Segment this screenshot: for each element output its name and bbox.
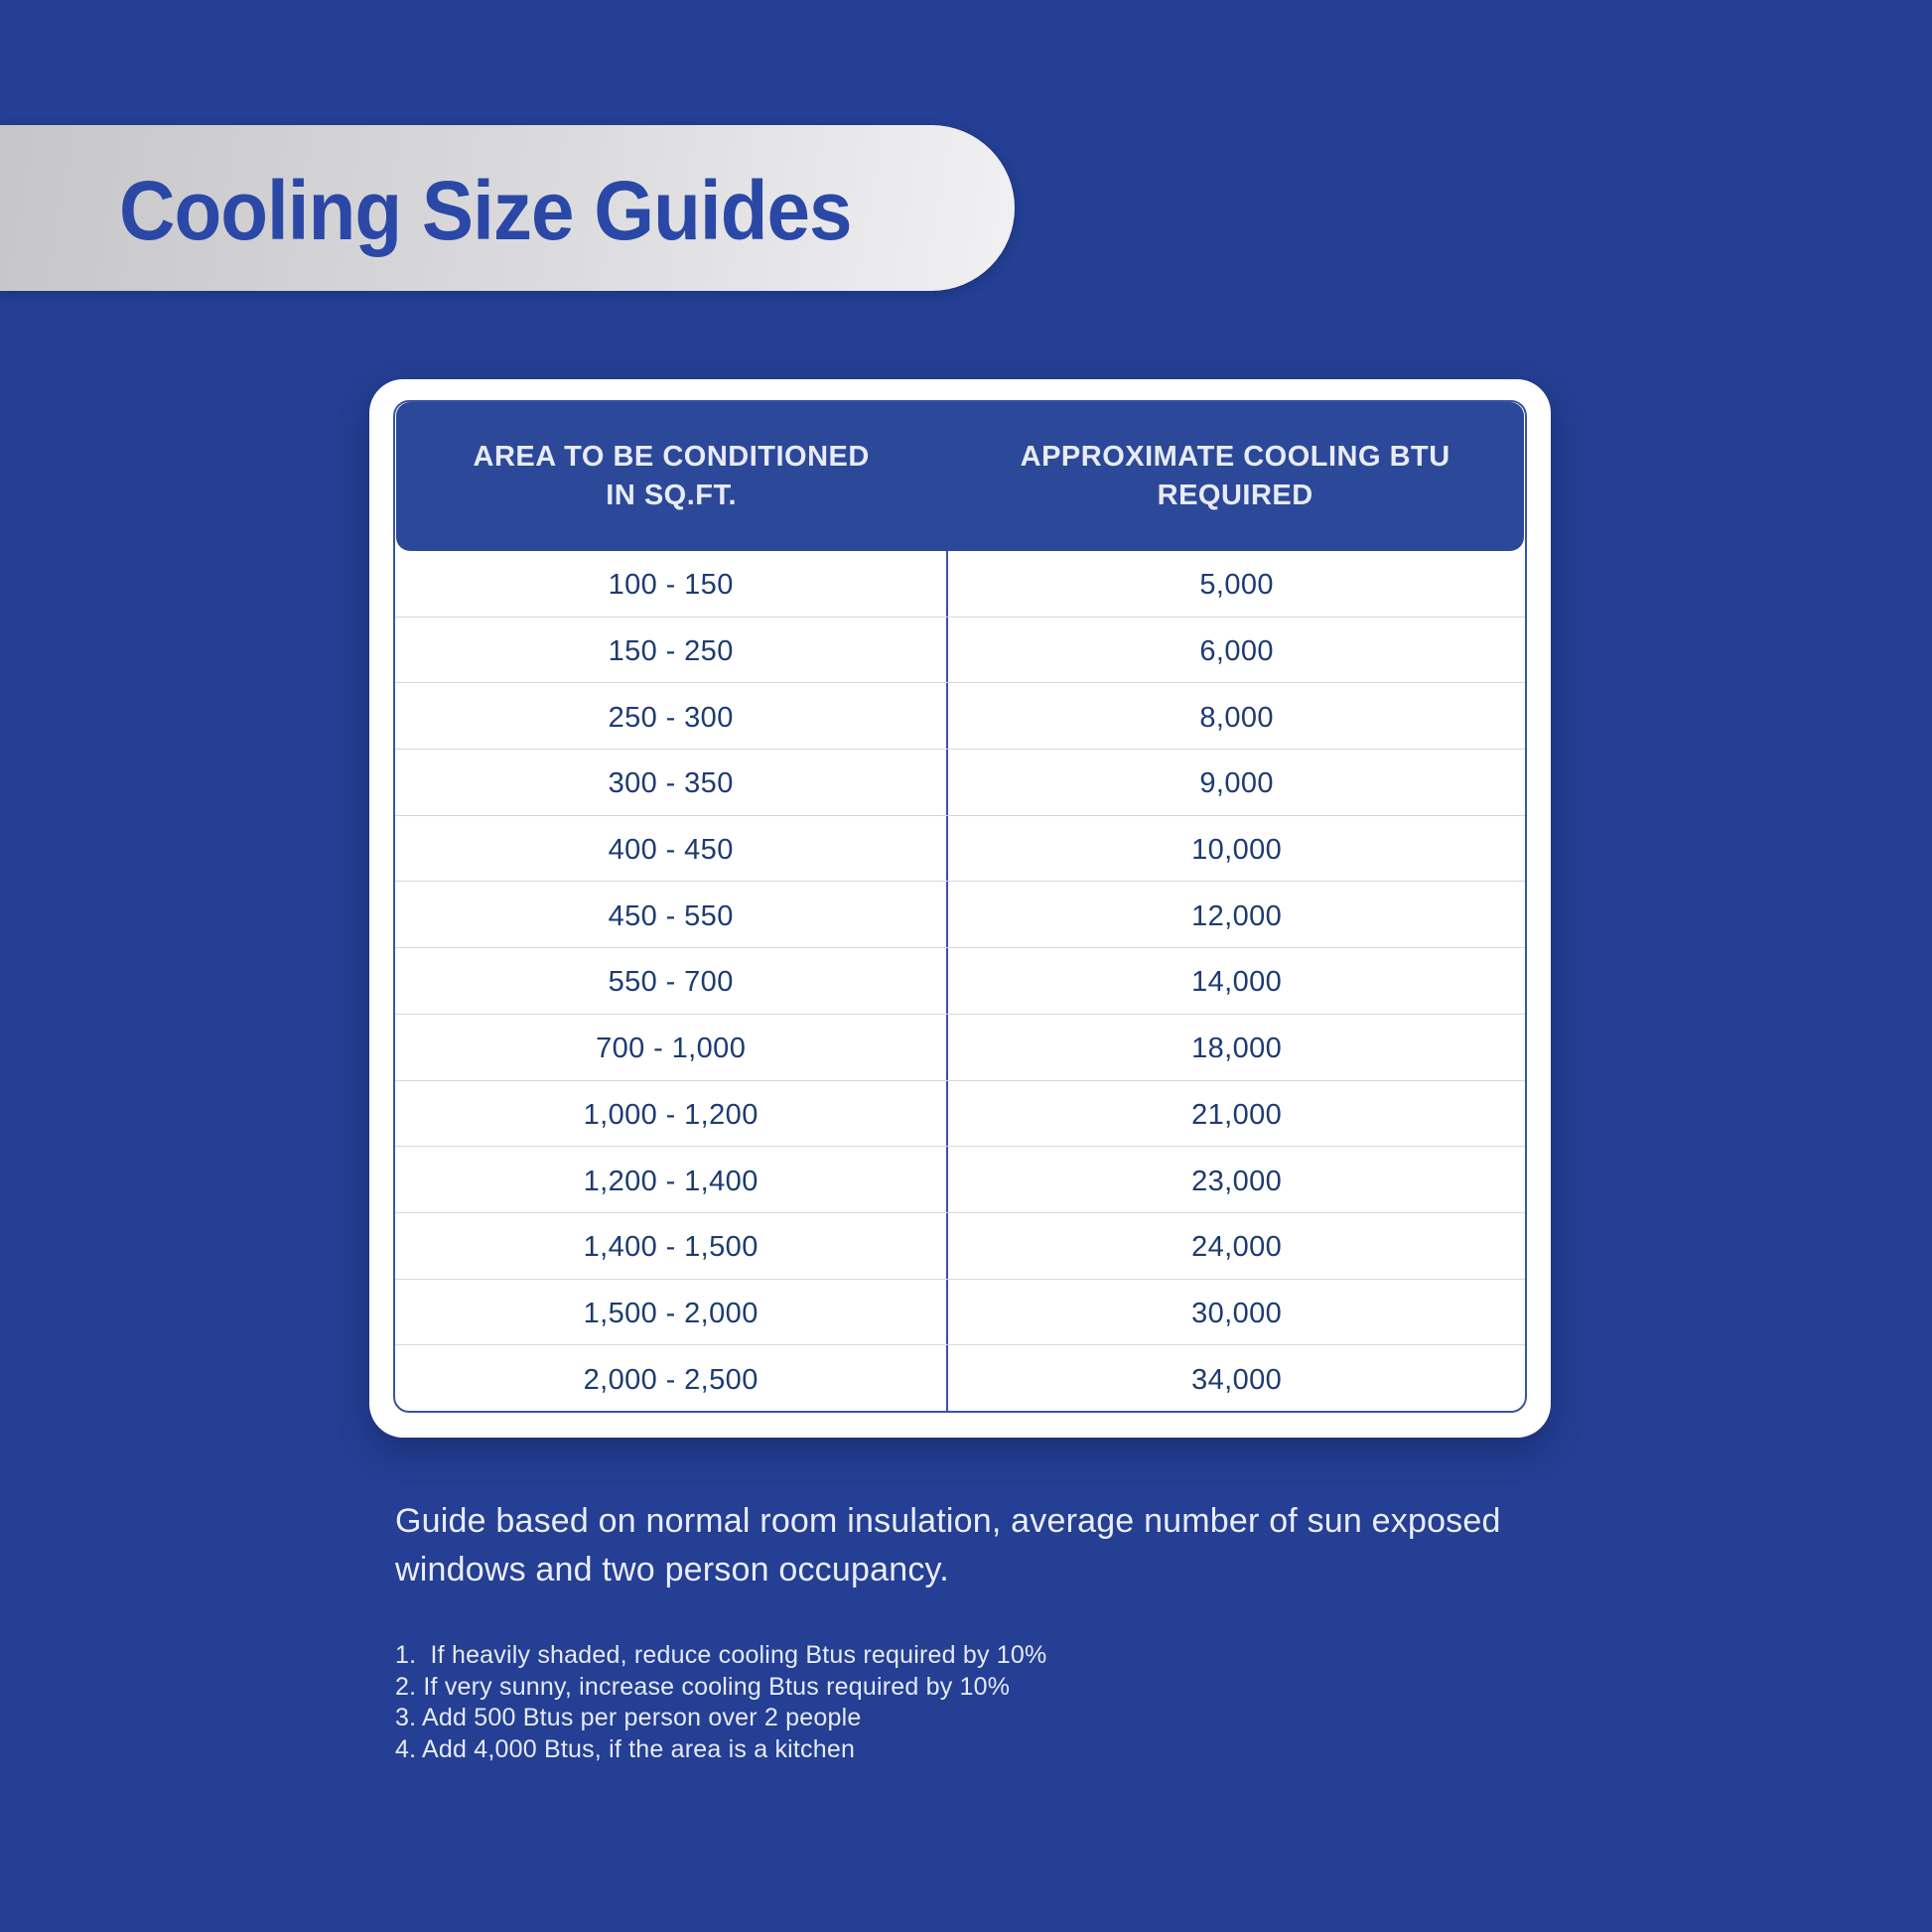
btu-cell: 9,000 <box>946 750 1525 815</box>
btu-cell: 14,000 <box>946 948 1525 1014</box>
header-line: APPROXIMATE COOLING BTU <box>1020 441 1450 473</box>
btu-cell: 30,000 <box>946 1279 1525 1345</box>
area-cell: 1,000 - 1,200 <box>583 1098 759 1131</box>
area-cell: 1,400 - 1,500 <box>583 1231 759 1264</box>
area-cell: 400 - 450 <box>608 834 734 867</box>
btu-cell: 10,000 <box>946 815 1525 882</box>
table-row: 100 - 150 5,000 <box>395 551 1525 617</box>
area-cell: 550 - 700 <box>608 966 734 999</box>
btu-cell: 12,000 <box>946 882 1525 948</box>
table-body: 100 - 150 5,000 150 - 250 6,000 250 - 30… <box>395 551 1525 1411</box>
header-line: REQUIRED <box>1157 480 1313 511</box>
note-item: 3. Add 500 Btus per person over 2 people <box>395 1704 862 1732</box>
table-row: 400 - 450 10,000 <box>395 814 1525 882</box>
btu-cell: 23,000 <box>946 1147 1525 1212</box>
table-card: AREA TO BE CONDITIONED IN SQ.FT. APPROXI… <box>369 379 1551 1438</box>
btu-cell: 8,000 <box>946 683 1525 750</box>
table-row: 1,000 - 1,200 21,000 <box>395 1079 1525 1147</box>
note-paragraph: Guide based on normal room insulation, a… <box>395 1502 1501 1588</box>
table-row: 700 - 1,000 18,000 <box>395 1013 1525 1080</box>
table-header: AREA TO BE CONDITIONED IN SQ.FT. APPROXI… <box>396 402 1524 551</box>
note-item: 2. If very sunny, increase cooling Btus … <box>395 1672 1011 1701</box>
table-row: 550 - 700 14,000 <box>395 947 1525 1014</box>
area-cell: 150 - 250 <box>608 635 734 668</box>
header-line: IN SQ.FT. <box>606 480 738 511</box>
btu-cell: 18,000 <box>946 1014 1525 1080</box>
table-row: 2,000 - 2,500 34,000 <box>395 1344 1525 1411</box>
title-banner: Cooling Size Guides <box>0 125 1015 291</box>
btu-cell: 24,000 <box>946 1212 1525 1279</box>
btu-cell: 5,000 <box>946 551 1525 617</box>
table-row: 1,200 - 1,400 23,000 <box>395 1146 1525 1212</box>
btu-cell: 21,000 <box>946 1080 1525 1147</box>
area-cell: 1,500 - 2,000 <box>583 1297 759 1329</box>
note-item: 1. If heavily shaded, reduce cooling Btu… <box>395 1641 1047 1669</box>
btu-cell: 34,000 <box>946 1345 1525 1411</box>
table-row: 300 - 350 9,000 <box>395 749 1525 815</box>
table-row: 250 - 300 8,000 <box>395 682 1525 750</box>
header-line: AREA TO BE CONDITIONED <box>473 441 870 473</box>
table-row: 1,400 - 1,500 24,000 <box>395 1211 1525 1279</box>
table-row: 450 - 550 12,000 <box>395 881 1525 948</box>
table-row: 1,500 - 2,000 30,000 <box>395 1278 1525 1345</box>
area-cell: 2,000 - 2,500 <box>583 1363 759 1396</box>
btu-cell: 6,000 <box>946 617 1525 683</box>
cooling-table: AREA TO BE CONDITIONED IN SQ.FT. APPROXI… <box>393 400 1527 1413</box>
notes-list: 1. If heavily shaded, reduce cooling Btu… <box>395 1640 1046 1765</box>
table-row: 150 - 250 6,000 <box>395 616 1525 683</box>
area-cell: 700 - 1,000 <box>596 1033 747 1065</box>
area-cell: 100 - 150 <box>608 569 734 602</box>
header-cell-area: AREA TO BE CONDITIONED IN SQ.FT. <box>396 402 946 551</box>
area-cell: 300 - 350 <box>608 767 734 800</box>
note-item: 4. Add 4,000 Btus, if the area is a kitc… <box>395 1734 856 1763</box>
page-title: Cooling Size Guides <box>118 164 852 257</box>
area-cell: 1,200 - 1,400 <box>583 1165 759 1197</box>
area-cell: 250 - 300 <box>608 701 734 734</box>
header-cell-btu: APPROXIMATE COOLING BTU REQUIRED <box>946 402 1524 551</box>
area-cell: 450 - 550 <box>608 899 734 932</box>
